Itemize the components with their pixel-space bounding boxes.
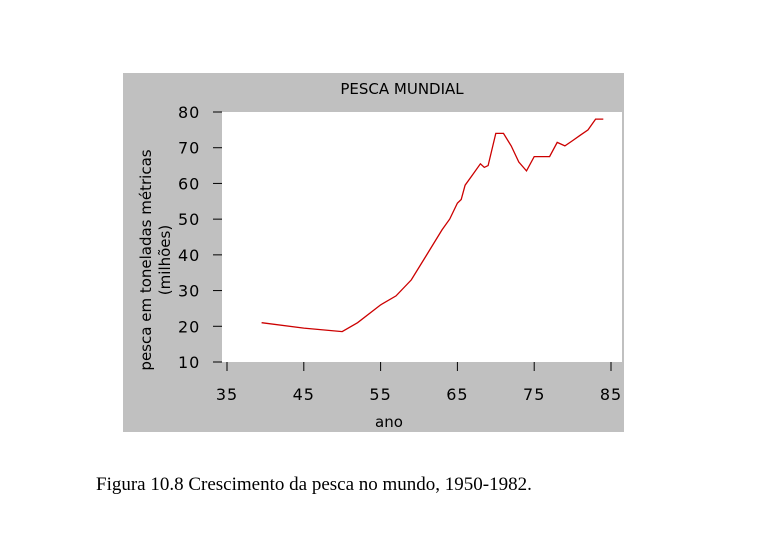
y-tick-label-40: 40 bbox=[178, 246, 200, 265]
x-axis-title: ano bbox=[375, 413, 403, 431]
figure-caption: Figura 10.8 Crescimento da pesca no mund… bbox=[96, 474, 532, 495]
y-tick-label-80: 80 bbox=[178, 103, 200, 122]
plot-area bbox=[222, 112, 622, 362]
y-axis-title-line1: pesca em toneladas métricas bbox=[137, 149, 155, 370]
x-tick-label-75: 75 bbox=[523, 385, 545, 404]
line-chart: PESCA MUNDIAL pesca em toneladas métrica… bbox=[137, 80, 622, 431]
y-axis-title-line2: (milhões) bbox=[156, 225, 174, 295]
y-tick-label-30: 30 bbox=[178, 282, 200, 301]
series-line-0 bbox=[261, 118, 604, 333]
x-tick-label-35: 35 bbox=[216, 385, 238, 404]
y-tick-label-60: 60 bbox=[178, 174, 200, 193]
x-tick-label-55: 55 bbox=[369, 385, 391, 404]
series-layer bbox=[261, 118, 604, 333]
y-tick-label-70: 70 bbox=[178, 139, 200, 158]
chart-panel: PESCA MUNDIAL pesca em toneladas métrica… bbox=[123, 73, 624, 432]
chart-title: PESCA MUNDIAL bbox=[340, 80, 464, 98]
axis-ticks: 10 20 30 40 50 60 70 80 35 45 55 65 75 85 bbox=[178, 103, 622, 404]
x-tick-label-85: 85 bbox=[600, 385, 622, 404]
y-tick-label-20: 20 bbox=[178, 317, 200, 336]
y-tick-label-10: 10 bbox=[178, 353, 200, 372]
y-tick-label-50: 50 bbox=[178, 210, 200, 229]
x-tick-label-45: 45 bbox=[293, 385, 315, 404]
x-tick-label-65: 65 bbox=[446, 385, 468, 404]
y-axis-title-group: pesca em toneladas métricas (milhões) bbox=[137, 149, 174, 370]
